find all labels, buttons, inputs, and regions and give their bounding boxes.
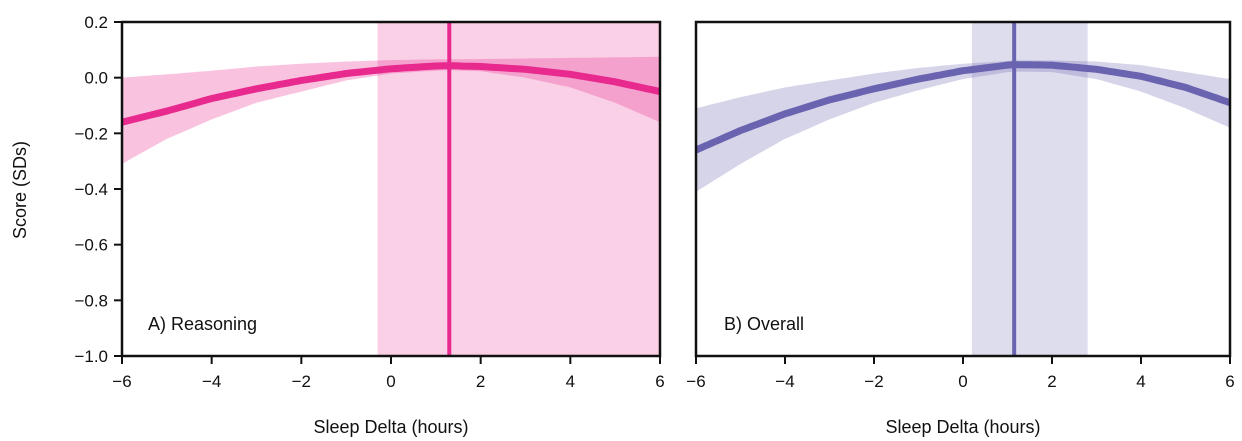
x-tick-label: −2 (864, 372, 883, 391)
x-tick-label: 0 (958, 372, 967, 391)
x-tick-label: −4 (202, 372, 221, 391)
vertical-ci-band (971, 22, 1088, 356)
panel-overall: Sleep Delta (hours) −6 −4 −2 0 2 4 6 B) Overall (686, 20, 1235, 437)
x-tick-label: 4 (1136, 372, 1145, 391)
y-tick-label: −0.2 (74, 124, 108, 143)
x-tick-label: 4 (566, 372, 575, 391)
x-tick-label: −6 (112, 372, 131, 391)
x-tick-label: −6 (686, 372, 705, 391)
x-axis-label-b: Sleep Delta (hours) (885, 417, 1040, 437)
y-tick-label: −1.0 (74, 347, 108, 366)
x-tick-label: −4 (775, 372, 794, 391)
panel-label-a: A) Reasoning (148, 314, 257, 334)
x-axis-label-a: Sleep Delta (hours) (313, 417, 468, 437)
y-tick-label: 0.2 (84, 13, 108, 32)
y-axis-label: Score (SDs) (10, 141, 30, 239)
x-tick-label: −2 (292, 372, 311, 391)
plot-body-a (121, 22, 661, 356)
curve-ci-band (696, 60, 1230, 192)
vertical-ci-band (377, 22, 660, 356)
x-tick-label: 0 (386, 372, 395, 391)
x-tick-label: 6 (1225, 372, 1234, 391)
y-tick-label: −0.8 (74, 291, 108, 310)
plot-frame-a (120, 20, 662, 358)
curve-ci-band (122, 56, 660, 164)
y-tick-label: 0.0 (84, 69, 108, 88)
panel-reasoning: Sleep Delta (hours) −6 −4 −2 0 2 4 6 −1.0 −0.8 −0… (74, 13, 664, 437)
y-tick-label: −0.6 (74, 236, 108, 255)
y-tick-label: −0.4 (74, 180, 108, 199)
plot-frame-b (694, 20, 1232, 358)
x-tick-label: 2 (1047, 372, 1056, 391)
x-tick-label: 6 (655, 372, 664, 391)
fit-curve (121, 62, 661, 126)
x-tick-label: 2 (476, 372, 485, 391)
panel-label-b: B) Overall (724, 314, 804, 334)
fit-curve (694, 61, 1232, 154)
plot-body-b (694, 22, 1232, 356)
